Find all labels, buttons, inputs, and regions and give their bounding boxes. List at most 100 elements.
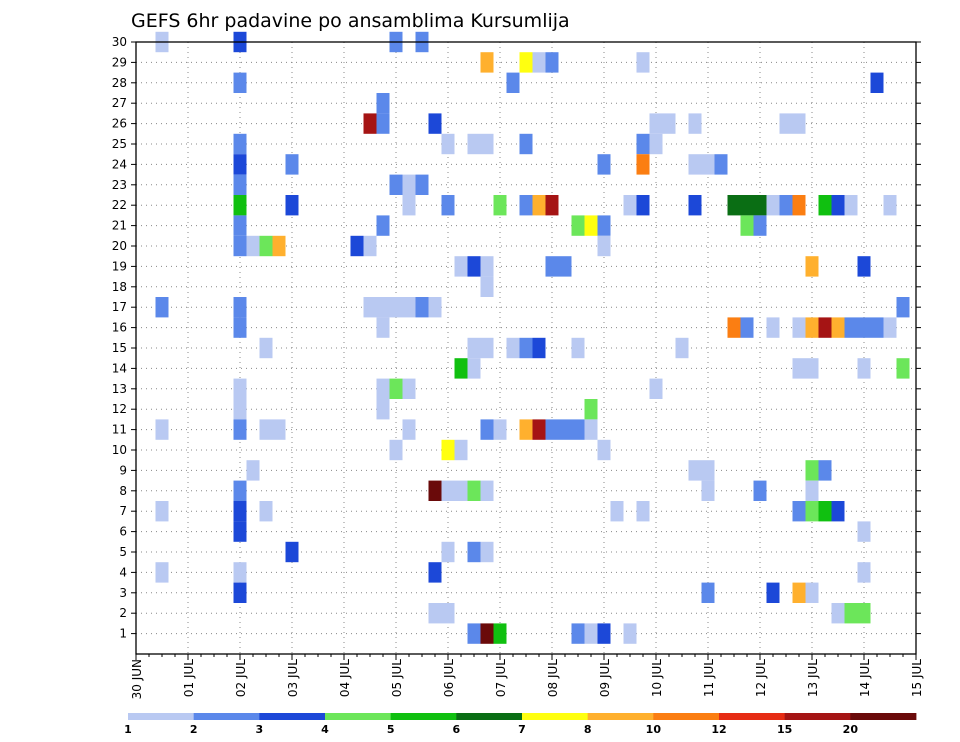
heat-cell bbox=[610, 501, 624, 522]
heat-cell bbox=[571, 419, 585, 440]
heat-cell bbox=[506, 337, 520, 359]
heat-cell bbox=[584, 215, 598, 236]
heat-cell bbox=[831, 195, 845, 216]
x-tick-label: 13 JUL bbox=[806, 659, 820, 697]
colorbar-swatch bbox=[193, 713, 260, 720]
heat-cell bbox=[844, 195, 858, 216]
heat-cell bbox=[753, 215, 767, 236]
heat-cell bbox=[545, 195, 559, 216]
x-tick-label: 14 JUL bbox=[858, 659, 872, 697]
heat-cell bbox=[285, 195, 299, 216]
x-tick-label: 08 JUL bbox=[546, 659, 560, 697]
heat-cell bbox=[740, 215, 754, 236]
heat-cell bbox=[441, 480, 455, 501]
x-tick-label: 07 JUL bbox=[494, 659, 508, 697]
colorbar-swatch bbox=[784, 713, 851, 720]
heat-cell bbox=[805, 582, 819, 603]
x-tick-label: 03 JUL bbox=[286, 659, 300, 697]
colorbar-legend: 1 2 3 4 5 6 7 8 10 12 15 20 bbox=[124, 713, 917, 736]
colorbar-swatch bbox=[522, 713, 589, 720]
heat-cell bbox=[753, 480, 767, 501]
heat-cell bbox=[753, 195, 767, 216]
heat-cell bbox=[467, 337, 481, 359]
heat-cell bbox=[857, 358, 871, 379]
heat-cell bbox=[493, 419, 507, 440]
heat-cell bbox=[467, 256, 481, 277]
colorbar-swatch bbox=[456, 713, 523, 720]
heat-cell bbox=[233, 235, 247, 257]
y-tick-label: 27 bbox=[112, 96, 127, 110]
x-tick-label: 15 JUL bbox=[910, 659, 924, 697]
colorbar-label: 7 bbox=[518, 723, 526, 736]
colorbar-label: 20 bbox=[843, 723, 859, 736]
heat-cell bbox=[428, 480, 442, 501]
heat-cell bbox=[597, 439, 611, 461]
heat-cell bbox=[233, 521, 247, 542]
heat-cell bbox=[532, 52, 546, 73]
heat-cell bbox=[740, 317, 754, 338]
heat-cell bbox=[649, 113, 663, 134]
heat-cell bbox=[844, 317, 858, 338]
heat-cell bbox=[246, 235, 260, 257]
heat-cell bbox=[883, 317, 897, 338]
heat-cell bbox=[896, 297, 910, 318]
heat-cell bbox=[454, 358, 468, 379]
y-tick-label: 22 bbox=[112, 198, 127, 212]
heat-cell bbox=[350, 235, 364, 257]
y-tick-label: 9 bbox=[119, 463, 127, 477]
y-tick-label: 26 bbox=[112, 117, 127, 131]
heat-cell bbox=[597, 235, 611, 257]
heat-cell bbox=[233, 399, 247, 420]
heat-cell bbox=[584, 419, 598, 440]
heat-cell bbox=[259, 419, 273, 440]
heat-cell bbox=[376, 399, 390, 420]
heat-cell bbox=[363, 235, 377, 257]
heat-cell bbox=[597, 623, 611, 644]
heat-cell bbox=[688, 154, 702, 175]
heat-cell bbox=[766, 195, 780, 216]
y-tick-label: 1 bbox=[119, 627, 127, 641]
y-tick-label: 23 bbox=[112, 178, 127, 192]
heat-cell bbox=[441, 603, 455, 624]
heat-cell bbox=[233, 480, 247, 501]
y-tick-label: 5 bbox=[119, 545, 127, 559]
y-tick-label: 19 bbox=[112, 259, 127, 273]
heat-cell bbox=[857, 603, 871, 624]
heat-cell bbox=[389, 439, 403, 461]
heat-cell bbox=[376, 93, 390, 114]
heat-cell bbox=[857, 317, 871, 338]
heat-cell bbox=[636, 52, 650, 73]
heat-cell bbox=[675, 337, 689, 359]
heat-cell bbox=[532, 419, 546, 440]
heat-cell bbox=[584, 399, 598, 420]
heat-cell bbox=[467, 541, 481, 563]
colorbar-label: 4 bbox=[321, 723, 329, 736]
y-axis: 1234567891011121314151617181920212223242… bbox=[112, 35, 921, 641]
heat-cell bbox=[272, 235, 286, 257]
heat-cell bbox=[805, 358, 819, 379]
heat-cell bbox=[519, 52, 533, 73]
heat-cell bbox=[662, 113, 676, 134]
y-tick-label: 21 bbox=[112, 219, 127, 233]
heat-cell bbox=[389, 174, 403, 195]
heat-cell bbox=[480, 133, 494, 155]
chart-title: GEFS 6hr padavine po ansamblima Kursumli… bbox=[131, 10, 570, 32]
heat-cell bbox=[805, 501, 819, 522]
heat-cell bbox=[792, 195, 806, 216]
heat-cell bbox=[558, 256, 572, 277]
y-tick-label: 6 bbox=[119, 525, 127, 539]
heat-cell bbox=[233, 419, 247, 440]
heat-cell bbox=[441, 195, 455, 216]
x-tick-label: 04 JUL bbox=[338, 659, 352, 697]
x-axis: 30 JUN 01 JUL 02 JUL 03 JUL 04 JUL 05 JUL 06 J… bbox=[130, 654, 924, 699]
x-tick-label: 10 JUL bbox=[650, 659, 664, 697]
plot-area bbox=[135, 31, 917, 655]
heat-cell bbox=[415, 174, 429, 195]
colorbar-label: 3 bbox=[256, 723, 264, 736]
heat-cell bbox=[155, 297, 169, 318]
heat-cell bbox=[402, 378, 416, 399]
heat-cell bbox=[792, 358, 806, 379]
y-tick-label: 11 bbox=[112, 423, 127, 437]
heat-cell bbox=[779, 195, 793, 216]
y-tick-label: 20 bbox=[112, 239, 127, 253]
